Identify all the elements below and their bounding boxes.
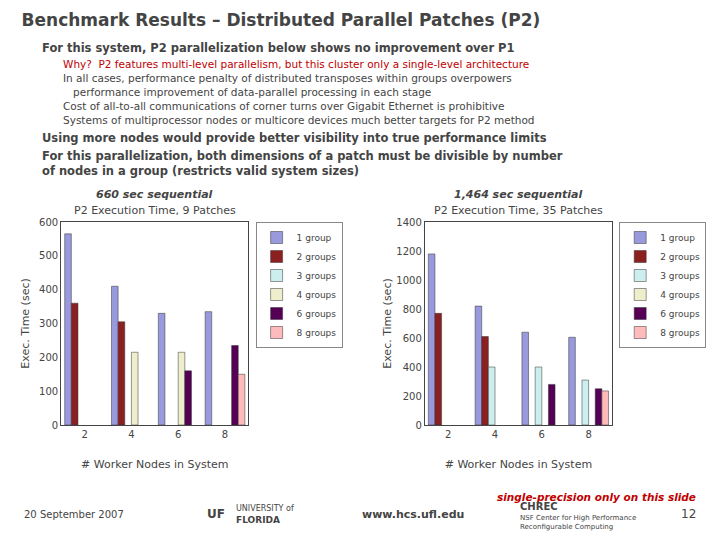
svg-text:performance improvement of dat: performance improvement of data-parallel… — [73, 86, 431, 98]
svg-text:3 groups: 3 groups — [297, 271, 337, 281]
svg-text:4 groups: 4 groups — [297, 290, 337, 300]
svg-text:2: 2 — [445, 429, 451, 440]
svg-text:2: 2 — [81, 429, 87, 440]
svg-text:8: 8 — [222, 429, 228, 440]
svg-text:4: 4 — [492, 429, 498, 440]
svg-text:6 groups: 6 groups — [297, 309, 337, 319]
svg-text:1000: 1000 — [396, 275, 421, 286]
svg-text:400: 400 — [403, 362, 422, 373]
svg-text:400: 400 — [39, 284, 58, 295]
svg-text:NSF Center for High Performanc: NSF Center for High Performance — [520, 514, 636, 522]
svg-text:2 groups: 2 groups — [297, 252, 337, 262]
svg-text:of nodes in a group (restricts: of nodes in a group (restricts valid sys… — [42, 164, 359, 178]
svg-text:CHREC: CHREC — [520, 501, 558, 512]
svg-text:12: 12 — [681, 507, 696, 521]
svg-text:single-precision only on this: single-precision only on this slide — [497, 491, 696, 503]
svg-text:For this system, P2 paralleliz: For this system, P2 parallelization belo… — [42, 41, 514, 55]
svg-text:Reconfigurable Computing: Reconfigurable Computing — [520, 523, 613, 531]
svg-text:1 group: 1 group — [660, 233, 695, 243]
svg-text:6: 6 — [539, 429, 545, 440]
svg-text:2 groups: 2 groups — [660, 252, 700, 262]
svg-text:In all cases, performance pena: In all cases, performance penalty of dis… — [63, 72, 512, 84]
svg-text:Exec. Time (sec): Exec. Time (sec) — [381, 278, 394, 368]
svg-text:UNIVERSITY of: UNIVERSITY of — [236, 504, 294, 513]
svg-text:Cost of all-to-all communicati: Cost of all-to-all communications of cor… — [63, 100, 505, 112]
svg-text:1,464 sec sequential: 1,464 sec sequential — [454, 188, 582, 201]
svg-text:6: 6 — [175, 429, 181, 440]
svg-text:1400: 1400 — [396, 217, 421, 228]
svg-text:For this parallelization, both: For this parallelization, both dimension… — [42, 149, 563, 163]
svg-text:600: 600 — [403, 333, 422, 344]
svg-text:www.hcs.ufl.edu: www.hcs.ufl.edu — [362, 508, 464, 521]
svg-text:Benchmark Results – Distribute: Benchmark Results – Distributed Parallel… — [22, 10, 541, 30]
svg-text:660 sec sequential: 660 sec sequential — [96, 188, 213, 201]
svg-text:1 group: 1 group — [297, 233, 332, 243]
svg-text:FLORIDA: FLORIDA — [236, 515, 280, 525]
svg-text:800: 800 — [403, 304, 422, 315]
svg-text:P2 Execution Time, 35 Patches: P2 Execution Time, 35 Patches — [434, 204, 603, 217]
svg-text:Systems of multiprocessor node: Systems of multiprocessor nodes or multi… — [63, 114, 535, 126]
svg-text:# Worker Nodes in System: # Worker Nodes in System — [445, 458, 592, 471]
svg-text:200: 200 — [403, 391, 422, 402]
svg-text:Using more nodes would provide: Using more nodes would provide better vi… — [42, 131, 547, 145]
svg-text:300: 300 — [39, 318, 58, 329]
svg-text:0: 0 — [52, 420, 58, 431]
svg-text:6 groups: 6 groups — [660, 309, 700, 319]
svg-text:20 September 2007: 20 September 2007 — [24, 509, 124, 520]
svg-text:1200: 1200 — [396, 246, 421, 257]
svg-text:4 groups: 4 groups — [660, 290, 700, 300]
svg-text:Exec. Time (sec): Exec. Time (sec) — [19, 278, 32, 368]
svg-text:8: 8 — [585, 429, 591, 440]
svg-text:8 groups: 8 groups — [660, 328, 700, 338]
svg-text:0: 0 — [415, 420, 421, 431]
svg-text:100: 100 — [39, 386, 58, 397]
svg-text:500: 500 — [39, 250, 58, 261]
svg-text:200: 200 — [39, 352, 58, 363]
svg-text:UF: UF — [207, 507, 225, 521]
svg-text:# Worker Nodes in System: # Worker Nodes in System — [81, 458, 228, 471]
svg-text:P2 Execution Time, 9 Patches: P2 Execution Time, 9 Patches — [74, 204, 236, 217]
svg-text:3 groups: 3 groups — [660, 271, 700, 281]
svg-text:600: 600 — [39, 217, 58, 228]
svg-text:Why? P2 features multi-level: Why? P2 features multi-level parallelism… — [63, 58, 529, 70]
svg-text:8 groups: 8 groups — [297, 328, 337, 338]
svg-text:4: 4 — [128, 429, 134, 440]
